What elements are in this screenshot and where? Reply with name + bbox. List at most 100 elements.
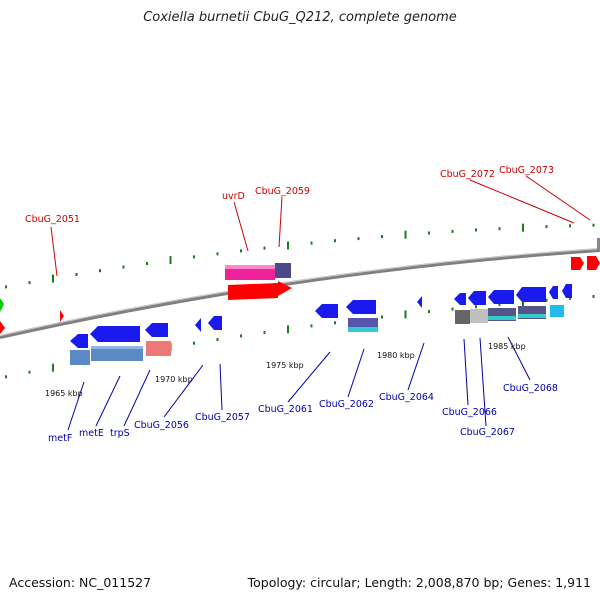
scale-dot-top — [545, 225, 548, 229]
scale-dot-bottom — [404, 310, 407, 319]
scale-dot-bottom — [381, 315, 383, 319]
feature-CbuG_2067-stripe — [488, 316, 516, 320]
scale-dot-top — [146, 262, 148, 265]
genome-summary-text: Topology: circular; Length: 2,008,870 bp… — [247, 575, 591, 590]
minus-strand-labels: metF metE trpS CbuG_2056 CbuG_2057 CbuG_… — [48, 383, 558, 444]
gene-CbuG_2064-arrow — [417, 296, 422, 308]
gene-CbuG_2067-arrow — [468, 291, 486, 305]
scale-dot-bottom — [193, 341, 195, 345]
plus-strand-labels: CbuG_2051 uvrD CbuG_2059 CbuG_2072 CbuG_… — [25, 165, 554, 225]
feature-minus-cyan — [550, 305, 564, 317]
scale-dot-bottom — [475, 305, 477, 309]
scale-dot-top — [216, 252, 219, 256]
scale-dot-top — [28, 281, 31, 285]
scale-dot-bottom — [263, 331, 266, 334]
label-CbuG_2062: CbuG_2062 — [319, 399, 374, 410]
scale-dot-bottom — [522, 298, 524, 307]
feature-trpS-box — [146, 341, 171, 356]
leader-trpS — [123, 369, 151, 427]
feature-CbuG_2068-stripe — [518, 314, 546, 318]
tick-1970: 1970 kbp — [155, 375, 193, 384]
gene-metE-arrow — [90, 326, 140, 342]
map-title: Coxiella burnetii CbuG_Q212, complete ge… — [143, 10, 457, 25]
plus-strand-features — [0, 238, 600, 334]
leader-CbuG_2067 — [479, 337, 487, 427]
gene-CbuG_2072-arrow — [571, 257, 584, 270]
leader-CbuG_2072 — [469, 179, 575, 224]
genome-backbone-highlight — [0, 248, 600, 337]
label-CbuG_2057: CbuG_2057 — [195, 412, 250, 423]
gene-CbuG_2067b-arrow — [488, 290, 514, 304]
feature-metE-stripe — [91, 346, 143, 349]
scale-dot-top — [357, 237, 360, 241]
scale-dot-top — [428, 231, 430, 235]
scale-dot-top — [404, 230, 407, 239]
label-CbuG_2059: CbuG_2059 — [255, 186, 310, 197]
scale-dot-top — [5, 285, 7, 289]
gene-minus-small-2 — [562, 284, 572, 298]
scale-dot-top — [75, 273, 78, 276]
scale-dot-bottom — [334, 321, 336, 325]
leader-CbuG_2066 — [463, 338, 469, 406]
label-CbuG_2073: CbuG_2073 — [499, 165, 554, 176]
scale-dot-top — [451, 229, 454, 233]
scale-dot-top — [287, 241, 289, 250]
leader-CbuG_2068 — [507, 336, 531, 381]
gene-CbuG_2073-arrow — [587, 256, 600, 270]
scale-dot-bottom — [451, 307, 454, 311]
gene-plus-small-1 — [0, 321, 5, 334]
leader-uvrD — [233, 201, 249, 252]
scale-dot-top — [99, 269, 101, 273]
leader-CbuG_2062 — [347, 348, 365, 398]
leader-CbuG_2059 — [278, 196, 283, 248]
feature-edge-gray — [597, 238, 600, 250]
scale-dot-top — [310, 241, 313, 245]
tick-1975: 1975 kbp — [266, 361, 304, 370]
scale-dot-top — [592, 223, 595, 227]
feature-metE-box — [91, 346, 143, 361]
leader-metF — [67, 381, 85, 431]
leader-CbuG_2057 — [219, 363, 223, 411]
label-CbuG_2056: CbuG_2056 — [134, 420, 189, 431]
scale-dot-top — [498, 227, 501, 231]
scale-dot-bottom — [240, 334, 242, 338]
gene-CbuG_2056-arrow — [195, 318, 201, 332]
leader-CbuG_2064 — [407, 342, 425, 391]
leader-CbuG_2061 — [287, 351, 331, 403]
feature-CbuG_2066b-box — [470, 309, 488, 323]
scale-dot-bottom — [310, 324, 313, 328]
gene-plus-small-3 — [0, 298, 4, 312]
label-CbuG_2072: CbuG_2072 — [440, 169, 495, 180]
gene-metF-arrow — [70, 334, 88, 348]
leader-CbuG_2051 — [50, 226, 58, 277]
scale-dot-bottom — [28, 370, 31, 374]
gene-trpS-arrow — [145, 323, 168, 337]
leader-metE — [95, 375, 121, 427]
leader-CbuG_2073 — [525, 175, 591, 221]
scale-dot-top — [122, 265, 125, 269]
scale-dot-bottom — [428, 310, 430, 314]
scale-dot-top — [475, 228, 477, 232]
minus-strand-features — [70, 284, 572, 365]
label-metF: metF — [48, 433, 72, 444]
gene-uvrD-arrow — [228, 281, 292, 300]
gene-CbuG_2068-arrow — [516, 287, 546, 302]
accession-text: Accession: NC_011527 — [9, 575, 152, 590]
label-CbuG_2066: CbuG_2066 — [442, 407, 497, 418]
scale-dot-bottom — [498, 302, 501, 306]
feature-CbuG_2059-box — [275, 263, 291, 278]
tick-1965: 1965 kbp — [45, 389, 83, 398]
scale-dot-top — [169, 256, 172, 265]
scale-dot-bottom — [5, 375, 7, 379]
gene-CbuG_2066-arrow — [454, 293, 466, 305]
feature-uvrD-highlight — [225, 265, 275, 269]
scale-dot-bottom — [216, 338, 219, 341]
scale-dot-top — [52, 274, 54, 283]
label-CbuG_2061: CbuG_2061 — [258, 404, 313, 415]
scale-dot-bottom — [592, 295, 595, 298]
feature-CbuG_2066-box — [455, 310, 470, 324]
genome-backbone — [0, 248, 600, 339]
plus-strand-scale-dots — [5, 223, 595, 289]
